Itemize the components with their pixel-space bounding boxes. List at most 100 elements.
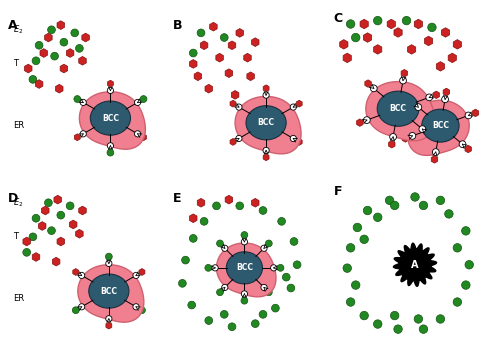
Polygon shape [356, 119, 363, 126]
Polygon shape [74, 134, 80, 140]
Circle shape [386, 196, 394, 205]
Circle shape [346, 20, 355, 28]
Circle shape [78, 304, 85, 310]
Text: A: A [411, 260, 419, 270]
Polygon shape [263, 85, 269, 92]
Circle shape [48, 26, 56, 34]
Circle shape [32, 214, 40, 222]
Polygon shape [73, 269, 78, 275]
Polygon shape [225, 69, 232, 78]
Polygon shape [225, 195, 232, 204]
Text: BCC: BCC [100, 287, 117, 295]
Circle shape [263, 92, 269, 98]
Polygon shape [296, 100, 302, 107]
Circle shape [402, 16, 411, 25]
Circle shape [236, 136, 242, 142]
Circle shape [409, 132, 416, 139]
Polygon shape [394, 28, 402, 37]
Polygon shape [296, 138, 302, 145]
Circle shape [108, 143, 114, 149]
Circle shape [228, 323, 236, 331]
Text: $E_2$: $E_2$ [13, 24, 23, 36]
Circle shape [107, 149, 114, 156]
Circle shape [236, 104, 242, 110]
Polygon shape [108, 80, 114, 87]
Text: BCC: BCC [432, 121, 449, 130]
Polygon shape [472, 109, 478, 116]
Circle shape [241, 297, 248, 304]
Polygon shape [36, 80, 43, 88]
Polygon shape [32, 253, 40, 261]
Polygon shape [228, 41, 236, 50]
Circle shape [44, 199, 52, 207]
Text: A: A [8, 19, 18, 32]
Polygon shape [106, 322, 112, 329]
Text: E: E [173, 192, 182, 205]
Polygon shape [24, 64, 32, 73]
Circle shape [212, 265, 218, 271]
Circle shape [459, 141, 466, 148]
Polygon shape [52, 257, 60, 266]
Circle shape [346, 244, 355, 252]
Polygon shape [252, 38, 259, 47]
Polygon shape [190, 60, 197, 68]
Circle shape [80, 99, 86, 106]
Circle shape [80, 131, 86, 137]
Ellipse shape [246, 106, 286, 140]
Polygon shape [424, 36, 432, 46]
Circle shape [346, 298, 355, 306]
Polygon shape [56, 84, 63, 93]
Polygon shape [408, 45, 416, 54]
Circle shape [23, 249, 30, 256]
Circle shape [266, 289, 272, 296]
Circle shape [394, 325, 402, 333]
Polygon shape [448, 53, 456, 62]
Circle shape [57, 211, 64, 219]
Circle shape [190, 234, 197, 242]
Circle shape [419, 126, 426, 132]
Circle shape [370, 85, 377, 92]
Circle shape [108, 87, 114, 94]
Polygon shape [408, 100, 469, 155]
Circle shape [241, 232, 248, 238]
Polygon shape [210, 22, 217, 31]
Ellipse shape [422, 109, 459, 142]
Polygon shape [42, 206, 49, 215]
Circle shape [272, 304, 280, 312]
Circle shape [390, 133, 396, 140]
Polygon shape [454, 40, 462, 49]
Polygon shape [465, 145, 471, 153]
Polygon shape [57, 237, 64, 246]
Circle shape [290, 136, 296, 142]
Circle shape [222, 285, 228, 291]
Circle shape [78, 272, 85, 279]
Circle shape [426, 94, 432, 101]
Circle shape [278, 217, 285, 225]
Circle shape [436, 196, 444, 205]
Circle shape [76, 44, 84, 52]
Polygon shape [194, 72, 202, 80]
Polygon shape [235, 96, 301, 154]
Text: D: D [8, 192, 18, 205]
Polygon shape [442, 28, 450, 37]
Ellipse shape [90, 101, 130, 135]
Circle shape [360, 235, 368, 244]
Polygon shape [57, 21, 64, 29]
Polygon shape [139, 269, 145, 275]
Circle shape [436, 315, 444, 323]
Polygon shape [236, 29, 244, 37]
Text: ER: ER [13, 121, 24, 130]
Circle shape [261, 285, 267, 291]
Circle shape [462, 227, 470, 235]
Circle shape [259, 207, 267, 214]
Circle shape [364, 206, 372, 215]
Polygon shape [54, 195, 62, 204]
Text: T: T [13, 59, 18, 68]
Circle shape [428, 23, 436, 32]
Polygon shape [216, 53, 224, 62]
Polygon shape [38, 222, 46, 231]
Polygon shape [190, 214, 197, 223]
Circle shape [190, 49, 197, 57]
Circle shape [29, 76, 37, 83]
Polygon shape [82, 33, 90, 42]
